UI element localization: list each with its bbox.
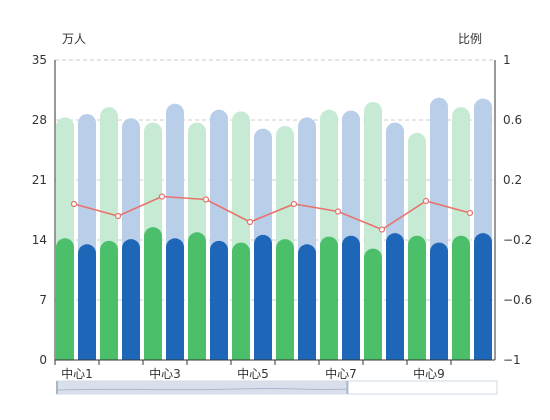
bar-fg-green [188, 232, 206, 360]
bar-fg-blue [78, 244, 96, 360]
bar-fg-green [452, 235, 470, 360]
bar-fg-blue [122, 239, 140, 360]
ratio-line-group [70, 193, 474, 233]
ratio-line-point [114, 212, 122, 220]
bar-fg-blue [254, 234, 272, 360]
y-right-tick-label: −0.2 [503, 233, 532, 247]
y-left-tick-label: 0 [39, 353, 47, 367]
y-right-tick-label: −0.6 [503, 293, 532, 307]
bar-fg-blue [210, 240, 228, 360]
axes-group: 0 −1 7 −0.6 14 −0.2 21 0.2 28 0.6 35 1 中心1 中心3 中心5 中心7 中… [32, 53, 532, 381]
bar-fg-blue [166, 238, 184, 360]
ratio-line-point [202, 196, 210, 203]
y-left-tick-label: 21 [32, 173, 47, 187]
bar-fg-green [408, 235, 426, 360]
data-zoom-slider[interactable] [56, 380, 498, 395]
y-left-tick-label: 35 [32, 53, 47, 67]
ratio-line-point [422, 197, 430, 205]
x-tick-label: 中心7 [325, 366, 357, 381]
x-tick-label: 中心9 [413, 366, 445, 381]
bar-fg-blue [430, 242, 448, 360]
bar-fg-blue [474, 233, 492, 360]
ratio-line-point [246, 218, 254, 226]
bar-fg-blue [386, 233, 404, 360]
ratio-line-point [290, 200, 298, 208]
ratio-line-point [334, 208, 342, 215]
y-left-tick-label: 28 [32, 113, 47, 127]
y-right-tick-label: −1 [503, 353, 521, 367]
ratio-line-point [158, 193, 166, 200]
y-left-tick-label: 14 [32, 233, 47, 247]
bar-fg-green [320, 236, 338, 360]
bar-fg-blue [298, 244, 316, 360]
bar-fg-green [232, 242, 250, 360]
zoom-handle-left [56, 381, 58, 394]
grid-lines [55, 59, 495, 301]
bar-fg-green [56, 238, 74, 360]
bar-series-group [56, 97, 492, 361]
x-tick-label: 中心5 [237, 366, 269, 381]
ratio-line-point [70, 200, 78, 208]
ratio-line-point [466, 209, 474, 217]
ratio-line-point [378, 226, 386, 233]
zoom-selected-range [57, 381, 348, 394]
y-left-tick-label: 7 [39, 293, 47, 307]
x-tick-label: 中心1 [61, 366, 93, 381]
bar-fg-green [276, 239, 294, 360]
zoom-preview-line [56, 387, 348, 391]
bar-fg-green [144, 227, 162, 360]
y-left-unit: 万人 [62, 32, 86, 46]
bar-fg-green [100, 240, 119, 360]
y-right-tick-label: 0.6 [503, 113, 522, 127]
y-right-tick-label: 0.2 [503, 173, 522, 187]
x-tick-label: 中心3 [149, 366, 181, 381]
bar-fg-green [364, 248, 382, 360]
bar-fg-blue [342, 235, 360, 360]
y-right-tick-label: 1 [503, 53, 511, 67]
y-right-unit: 比例 [458, 32, 482, 46]
ratio-line [73, 195, 471, 231]
zoom-handle-right [346, 381, 349, 394]
